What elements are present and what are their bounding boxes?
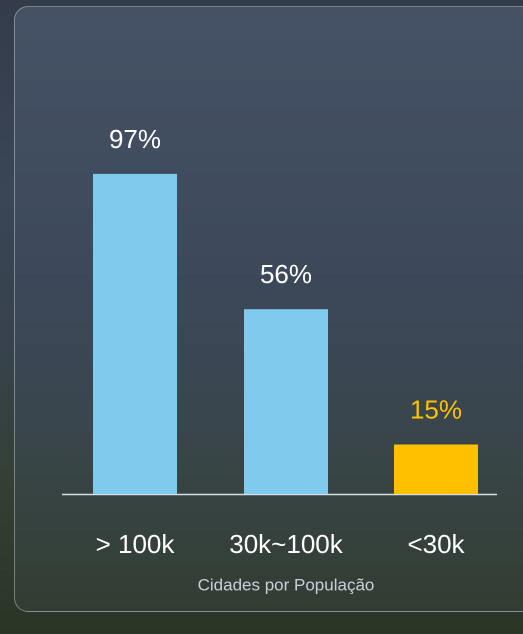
x-tick-label: 30k~100k [229, 529, 343, 559]
bar [244, 309, 328, 494]
value-label: 97% [109, 124, 161, 154]
x-tick-label: > 100k [96, 529, 176, 559]
x-tick-label: <30k [407, 529, 465, 559]
bar [93, 173, 177, 494]
value-label: 56% [260, 259, 312, 289]
value-label: 15% [410, 394, 462, 424]
bar [394, 444, 478, 494]
x-axis-title: Cidades por População [198, 575, 375, 594]
